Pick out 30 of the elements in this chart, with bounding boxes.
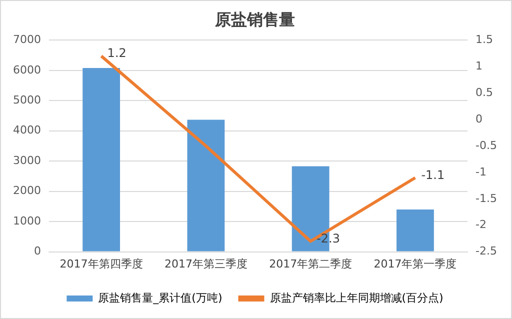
data-label: -1.1	[421, 168, 445, 182]
y-tick-label: 1000	[12, 214, 41, 228]
bar	[82, 68, 120, 252]
y-tick-label: 4000	[12, 124, 41, 137]
y-tick-label: 7000	[12, 33, 41, 46]
bar	[187, 120, 225, 252]
y-tick-label: 5000	[12, 94, 41, 107]
y2-tick-label: -2	[476, 218, 487, 232]
y2-tick-label: -0.5	[476, 138, 498, 152]
x-tick-label: 2017年第二季度	[269, 257, 352, 270]
chart-title: 原盐销售量	[214, 10, 295, 29]
data-label: 1.2	[107, 46, 126, 60]
y2-tick-label: 1.5	[476, 33, 494, 46]
y2-tick-label: -1	[476, 165, 487, 178]
y2-tick-label: -1.5	[476, 192, 498, 205]
data-label: -2.3	[316, 231, 340, 246]
y-tick-label: 0	[34, 244, 41, 258]
y2-tick-label: 0	[476, 112, 483, 126]
y2-tick-label: 1	[476, 60, 483, 73]
x-tick-label: 2017年第一季度	[374, 257, 457, 270]
x-tick-label: 2017年第四季度	[60, 257, 143, 270]
x-tick-label: 2017年第三季度	[164, 257, 248, 270]
y-tick-label: 6000	[12, 63, 41, 76]
bar	[396, 209, 434, 252]
y2-tick-label: 0.5	[476, 86, 494, 99]
y-tick-label: 3000	[12, 154, 41, 167]
y-tick-label: 2000	[12, 184, 41, 198]
legend-label: 原盐销售量_累计值(万吨)	[98, 291, 222, 304]
y2-tick-label: -2.5	[476, 244, 498, 258]
legend-label: 原盐产销率比上年同期增减(百分点)	[270, 291, 444, 304]
